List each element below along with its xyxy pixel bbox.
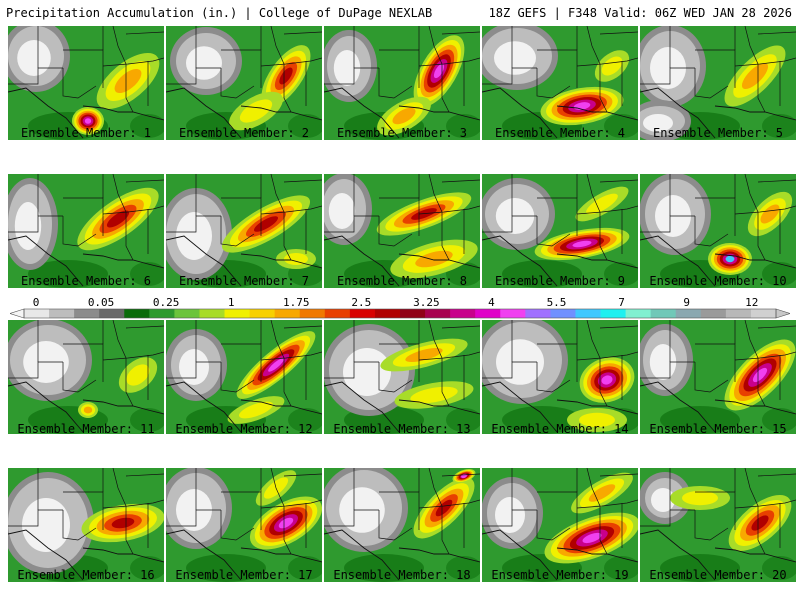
ensemble-map-8: [324, 174, 480, 288]
ensemble-member-label: Ensemble Member: 1: [20, 126, 152, 140]
ensemble-map-16: [8, 468, 164, 582]
ensemble-member-label: Ensemble Member: 13: [333, 422, 471, 436]
colorbar: 0 0.05 0.25 1 1.75 2.5 3.25 4 5.5 7 9 12: [10, 296, 790, 320]
colorbar-swatch: [425, 309, 451, 318]
ensemble-member-label: Ensemble Member: 11: [17, 422, 155, 436]
colorbar-tick-label: 7: [618, 296, 625, 309]
colorbar-swatch: [400, 309, 426, 318]
colorbar-swatch: [74, 309, 100, 318]
colorbar-swatch: [224, 309, 251, 318]
ensemble-map-1: [8, 26, 164, 140]
ensemble-member-label: Ensemble Member: 19: [491, 568, 629, 582]
colorbar-swatch: [349, 309, 376, 318]
colorbar-swatch: [650, 309, 677, 318]
colorbar-tick-label: 0.25: [152, 296, 180, 309]
ensemble-map-14: [482, 320, 638, 434]
colorbar-swatch: [149, 309, 175, 318]
ensemble-member-label: Ensemble Member: 14: [491, 422, 629, 436]
ensemble-map-20: [640, 468, 796, 582]
colorbar-swatch: [374, 309, 401, 318]
colorbar-swatch: [475, 309, 501, 318]
colorbar-swatch: [199, 309, 226, 318]
ensemble-member-label: Ensemble Member: 6: [20, 274, 152, 288]
ensemble-map-10: [640, 174, 796, 288]
ensemble-member-label: Ensemble Member: 10: [649, 274, 787, 288]
colorbar-bar: [10, 308, 790, 319]
ensemble-member-label: Ensemble Member: 18: [333, 568, 471, 582]
colorbar-swatch: [299, 309, 326, 318]
colorbar-tick-label: 1.75: [283, 296, 310, 309]
colorbar-swatch: [725, 309, 752, 318]
ensemble-member-label: Ensemble Member: 2: [178, 126, 310, 140]
colorbar-tick-label: 3.25: [413, 296, 440, 309]
colorbar-tick-label: 5.5: [546, 296, 567, 309]
ensemble-map-5: [640, 26, 796, 140]
colorbar-swatch: [450, 309, 476, 318]
colorbar-tick-label: 2.5: [351, 296, 372, 309]
ensemble-member-label: Ensemble Member: 4: [494, 126, 626, 140]
colorbar-tick-label: 0.05: [87, 296, 115, 309]
colorbar-swatch: [700, 309, 727, 318]
colorbar-swatch: [750, 309, 777, 318]
colorbar-tick-label: 12: [745, 296, 759, 309]
colorbar-swatch: [99, 309, 125, 318]
colorbar-swatch: [625, 309, 652, 318]
ensemble-map-9: [482, 174, 638, 288]
ensemble-map-18: [324, 468, 480, 582]
ensemble-member-label: Ensemble Member: 8: [336, 274, 468, 288]
colorbar-swatch: [600, 309, 627, 318]
colorbar-swatch: [24, 309, 50, 318]
title-left: Precipitation Accumulation (in.) | Colle…: [6, 6, 433, 20]
ensemble-member-label: Ensemble Member: 15: [649, 422, 787, 436]
colorbar-tick-label: 1: [227, 296, 235, 309]
ensemble-map-15: [640, 320, 796, 434]
ensemble-member-label: Ensemble Member: 5: [652, 126, 784, 140]
ensemble-map-19: [482, 468, 638, 582]
colorbar-swatch: [49, 309, 75, 318]
ensemble-member-label: Ensemble Member: 20: [649, 568, 787, 582]
colorbar-swatch: [550, 309, 576, 318]
ensemble-map-4: [482, 26, 638, 140]
colorbar-swatch: [249, 309, 276, 318]
ensemble-member-label: Ensemble Member: 12: [175, 422, 313, 436]
colorbar-tick-label: 9: [683, 296, 690, 309]
colorbar-swatch: [124, 309, 150, 318]
title-right: 18Z GEFS | F348 Valid: 06Z WED JAN 28 20…: [488, 6, 792, 20]
colorbar-swatch: [525, 309, 551, 318]
ensemble-map-3: [324, 26, 480, 140]
colorbar-tick-label: 0: [32, 296, 40, 309]
ensemble-member-label: Ensemble Member: 16: [17, 568, 155, 582]
ensemble-member-label: Ensemble Member: 17: [175, 568, 313, 582]
ensemble-member-label: Ensemble Member: 3: [336, 126, 468, 140]
ensemble-map-17: [166, 468, 322, 582]
colorbar-swatch: [575, 309, 602, 318]
ensemble-map-12: [166, 320, 322, 434]
ensemble-map-13: [324, 320, 480, 434]
ensemble-map-6: [8, 174, 164, 288]
ensemble-map-11: [8, 320, 164, 434]
colorbar-swatch: [675, 309, 702, 318]
colorbar-tick-label: 4: [488, 296, 495, 309]
colorbar-swatch: [174, 309, 200, 318]
colorbar-swatch: [324, 309, 351, 318]
ensemble-member-label: Ensemble Member: 7: [178, 274, 310, 288]
colorbar-swatch: [500, 309, 526, 318]
colorbar-swatch: [274, 309, 301, 318]
ensemble-map-7: [166, 174, 322, 288]
ensemble-member-label: Ensemble Member: 9: [494, 274, 626, 288]
ensemble-map-2: [166, 26, 322, 140]
